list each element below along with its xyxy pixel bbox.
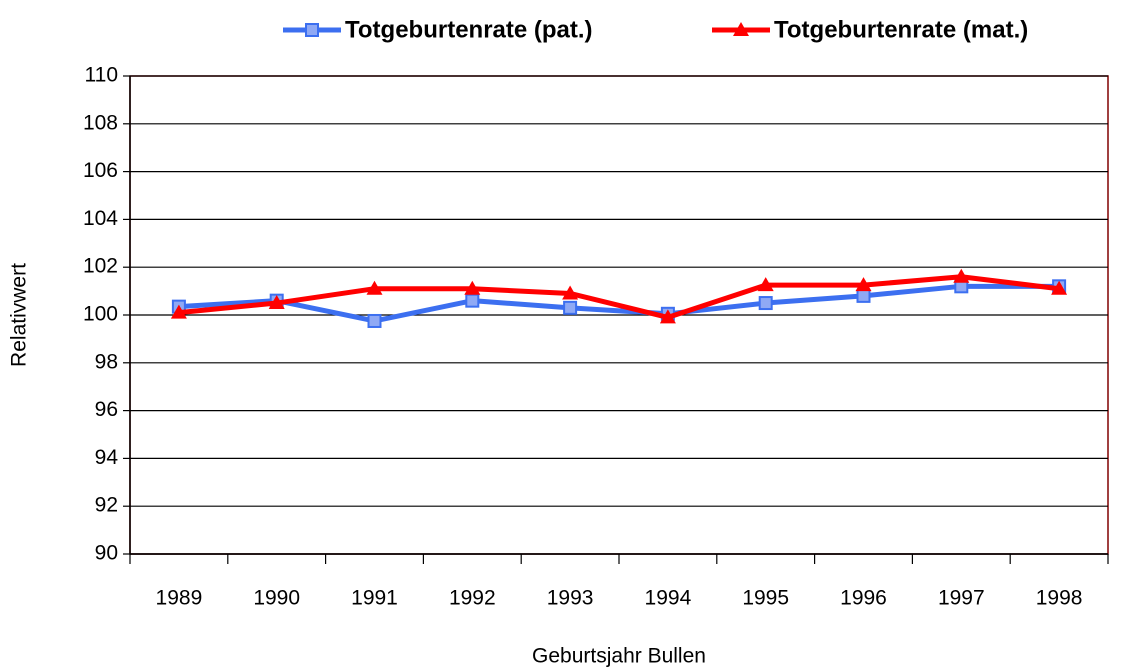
marker [855,277,872,292]
x-tick-label: 1995 [742,587,789,610]
marker [465,293,480,308]
series-line [178,274,1060,320]
y-tick-label: 110 [85,64,118,87]
marker [953,268,970,283]
x-tick-label: 1992 [449,587,496,610]
x-tick-label: 1998 [1036,587,1083,610]
y-tick-label: 96 [95,398,118,421]
y-tick-label: 108 [83,111,118,134]
y-tick-label: 98 [95,350,118,373]
legend-label: Totgeburtenrate (pat.) [345,16,593,43]
y-tick-label: 90 [95,542,118,565]
y-tick-label: 100 [83,303,118,326]
x-tick-label: 1989 [156,587,203,610]
marker [856,288,871,303]
y-tick-label: 106 [83,159,118,182]
y-tick-label: 94 [95,446,119,469]
x-tick-label: 1996 [840,587,887,610]
marker [757,277,774,292]
marker [268,295,285,310]
series-line [178,283,1060,324]
marker [170,304,187,319]
legend-marker [733,22,749,36]
marker [659,309,676,324]
y-tick-label: 102 [83,255,118,278]
marker [562,285,579,300]
x-tick-label: 1993 [547,587,594,610]
x-tick-label: 1990 [253,587,300,610]
x-tick-label: 1994 [645,587,692,610]
marker [563,300,578,315]
x-tick-label: 1991 [351,587,398,610]
marker [366,280,383,295]
marker [464,280,481,295]
legend-marker [305,23,319,37]
marker [367,313,382,328]
y-axis-title: Relativwert [8,263,31,367]
marker [758,296,773,311]
y-tick-label: 92 [95,494,118,517]
marker [1051,280,1068,295]
x-tick-label: 1997 [938,587,985,610]
y-tick-label: 104 [83,207,118,230]
x-axis-title: Geburtsjahr Bullen [532,645,706,668]
legend-label: Totgeburtenrate (mat.) [774,16,1028,43]
